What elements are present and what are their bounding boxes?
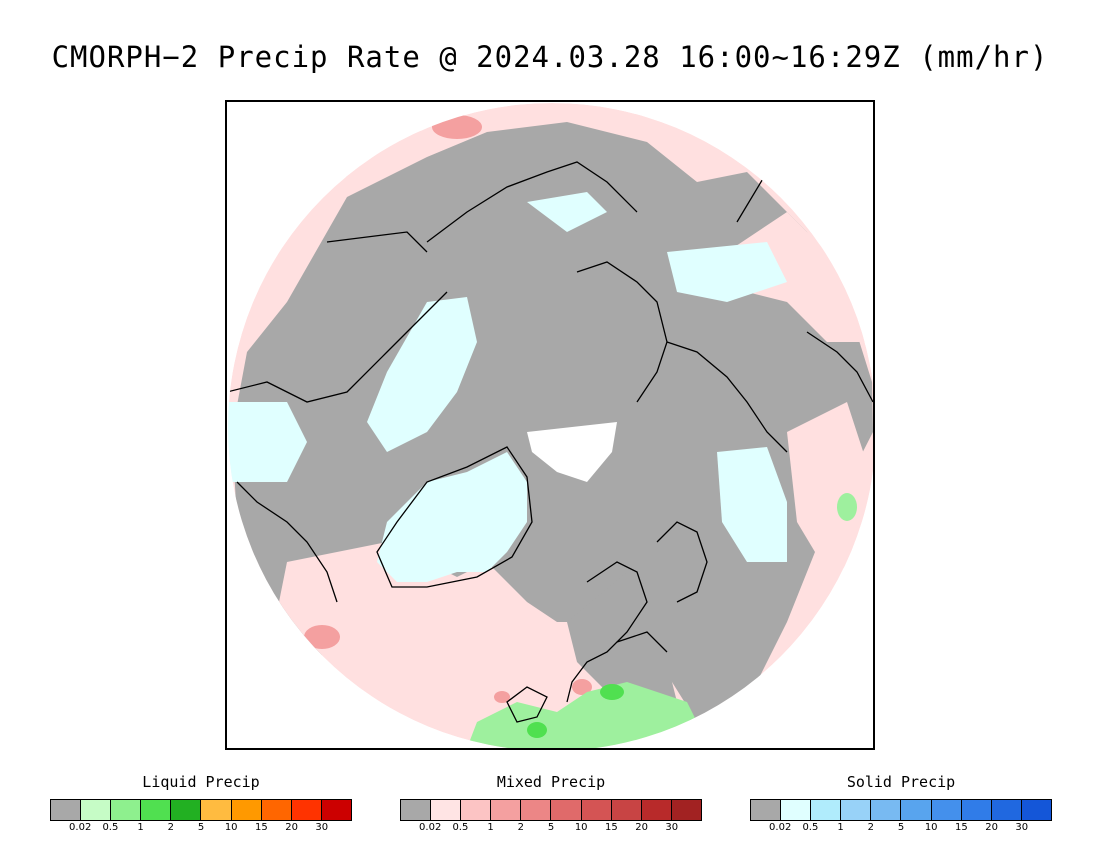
legend-swatch: [171, 800, 202, 820]
legend-swatch: [781, 800, 812, 820]
legend-swatch: [521, 800, 552, 820]
legend-swatch: [841, 800, 872, 820]
legend-tick-label: 20: [285, 822, 298, 833]
mixed-heavy-spot: [304, 625, 340, 649]
legend-title: Mixed Precip: [496, 773, 606, 791]
legend-swatch: [871, 800, 902, 820]
legend-swatch: [641, 800, 672, 820]
legend-tick-label: 2: [867, 822, 874, 833]
legend-tick-label: 30: [665, 822, 679, 833]
legend-colorbar: [400, 799, 702, 821]
legend-swatch: [751, 800, 782, 820]
legend-ticks: 0.02 0.5 1 2 5 10 15 20 30: [400, 822, 702, 836]
legend-swatch: [401, 800, 432, 820]
legend-tick-label: 0.02: [419, 822, 442, 833]
legend-swatch: [111, 800, 142, 820]
legend-tick-label: 30: [1015, 822, 1029, 833]
mixed-heavy-spot: [572, 679, 592, 695]
legend-tick-label: 10: [924, 822, 938, 833]
legend-tick-label: 5: [197, 822, 205, 833]
legend-mixed: Mixed Precip 0.02 0.5 1 2 5 10 15 20 30: [400, 772, 702, 836]
legend-tick-label: 2: [167, 822, 174, 833]
solid-precip-region: [717, 447, 787, 562]
legend-colorbar: [750, 799, 1052, 821]
legend-swatch: [431, 800, 462, 820]
polar-no-data-hole: [527, 422, 617, 482]
legend-tick-label: 5: [547, 822, 555, 833]
legend-liquid: Liquid Precip 0.02 0.5 1 2 5 10 15 20 30: [50, 772, 352, 836]
legend-swatch: [991, 800, 1022, 820]
legend-tick-label: 20: [635, 822, 648, 833]
legend-tick-label: 0.5: [102, 822, 119, 833]
legend-tick-label: 15: [605, 822, 618, 833]
legend-title: Solid Precip: [846, 773, 956, 791]
legend-title: Liquid Precip: [142, 773, 260, 791]
legend-swatch: [491, 800, 522, 820]
legend-tick-label: 0.02: [769, 822, 792, 833]
legend-tick-label: 20: [985, 822, 998, 833]
solid-precip-region: [228, 402, 307, 482]
map-svg: [228, 103, 873, 748]
legend-swatch: [901, 800, 932, 820]
solid-precip-region: [367, 297, 477, 452]
legend-tick-label: 10: [574, 822, 588, 833]
legend-tick-label: 30: [315, 822, 329, 833]
mixed-precip-patch: [787, 402, 873, 572]
legend-swatch: [611, 800, 642, 820]
legend-swatch: [141, 800, 172, 820]
liquid-precip-region: [467, 682, 697, 748]
legend-tick-label: 2: [517, 822, 524, 833]
legend-tick-label: 1: [487, 822, 494, 833]
legend-swatch: [931, 800, 962, 820]
legend-swatch: [461, 800, 492, 820]
legend-tick-label: 0.5: [452, 822, 469, 833]
legend-swatch: [261, 800, 292, 820]
mixed-heavy-spot: [494, 691, 510, 703]
legend-solid: Solid Precip 0.02 0.5 1 2 5 10 15 20 30: [750, 772, 1052, 836]
legend-tick-label: 15: [955, 822, 968, 833]
legend-swatch: [291, 800, 322, 820]
legend-colorbar: [50, 799, 352, 821]
chart-title: CMORPH−2 Precip Rate @ 2024.03.28 16:00~…: [51, 40, 1049, 74]
legend-tick-label: 1: [137, 822, 144, 833]
liquid-precip-spot: [600, 684, 624, 700]
legend-swatch: [201, 800, 232, 820]
solid-precip-region: [377, 452, 527, 582]
no-precip-region: [567, 572, 677, 712]
legend-tick-label: 15: [255, 822, 268, 833]
legend-ticks: 0.02 0.5 1 2 5 10 15 20 30: [750, 822, 1052, 836]
legend-swatch: [231, 800, 262, 820]
liquid-precip-spot: [527, 722, 547, 738]
liquid-precip-region: [837, 493, 857, 521]
coastlines: [228, 161, 873, 723]
mixed-heavy-spot: [432, 115, 482, 139]
legend-swatch: [321, 800, 351, 820]
legend-swatch: [51, 800, 82, 820]
solid-precip-region: [527, 192, 607, 232]
legend-tick-label: 5: [897, 822, 905, 833]
legend-ticks: 0.02 0.5 1 2 5 10 15 20 30: [50, 822, 352, 836]
solid-precip-region: [667, 242, 787, 302]
legend-swatch: [581, 800, 612, 820]
legend-swatch: [81, 800, 112, 820]
legend-swatch: [671, 800, 701, 820]
legend-tick-label: 0.5: [802, 822, 819, 833]
legend-swatch: [1021, 800, 1051, 820]
legend-tick-label: 10: [224, 822, 238, 833]
polar-precip-map: [225, 100, 875, 750]
legend-swatch: [551, 800, 582, 820]
legend-tick-label: 0.02: [69, 822, 92, 833]
legend-swatch: [961, 800, 992, 820]
legend-swatch: [811, 800, 842, 820]
legend-tick-label: 1: [837, 822, 844, 833]
